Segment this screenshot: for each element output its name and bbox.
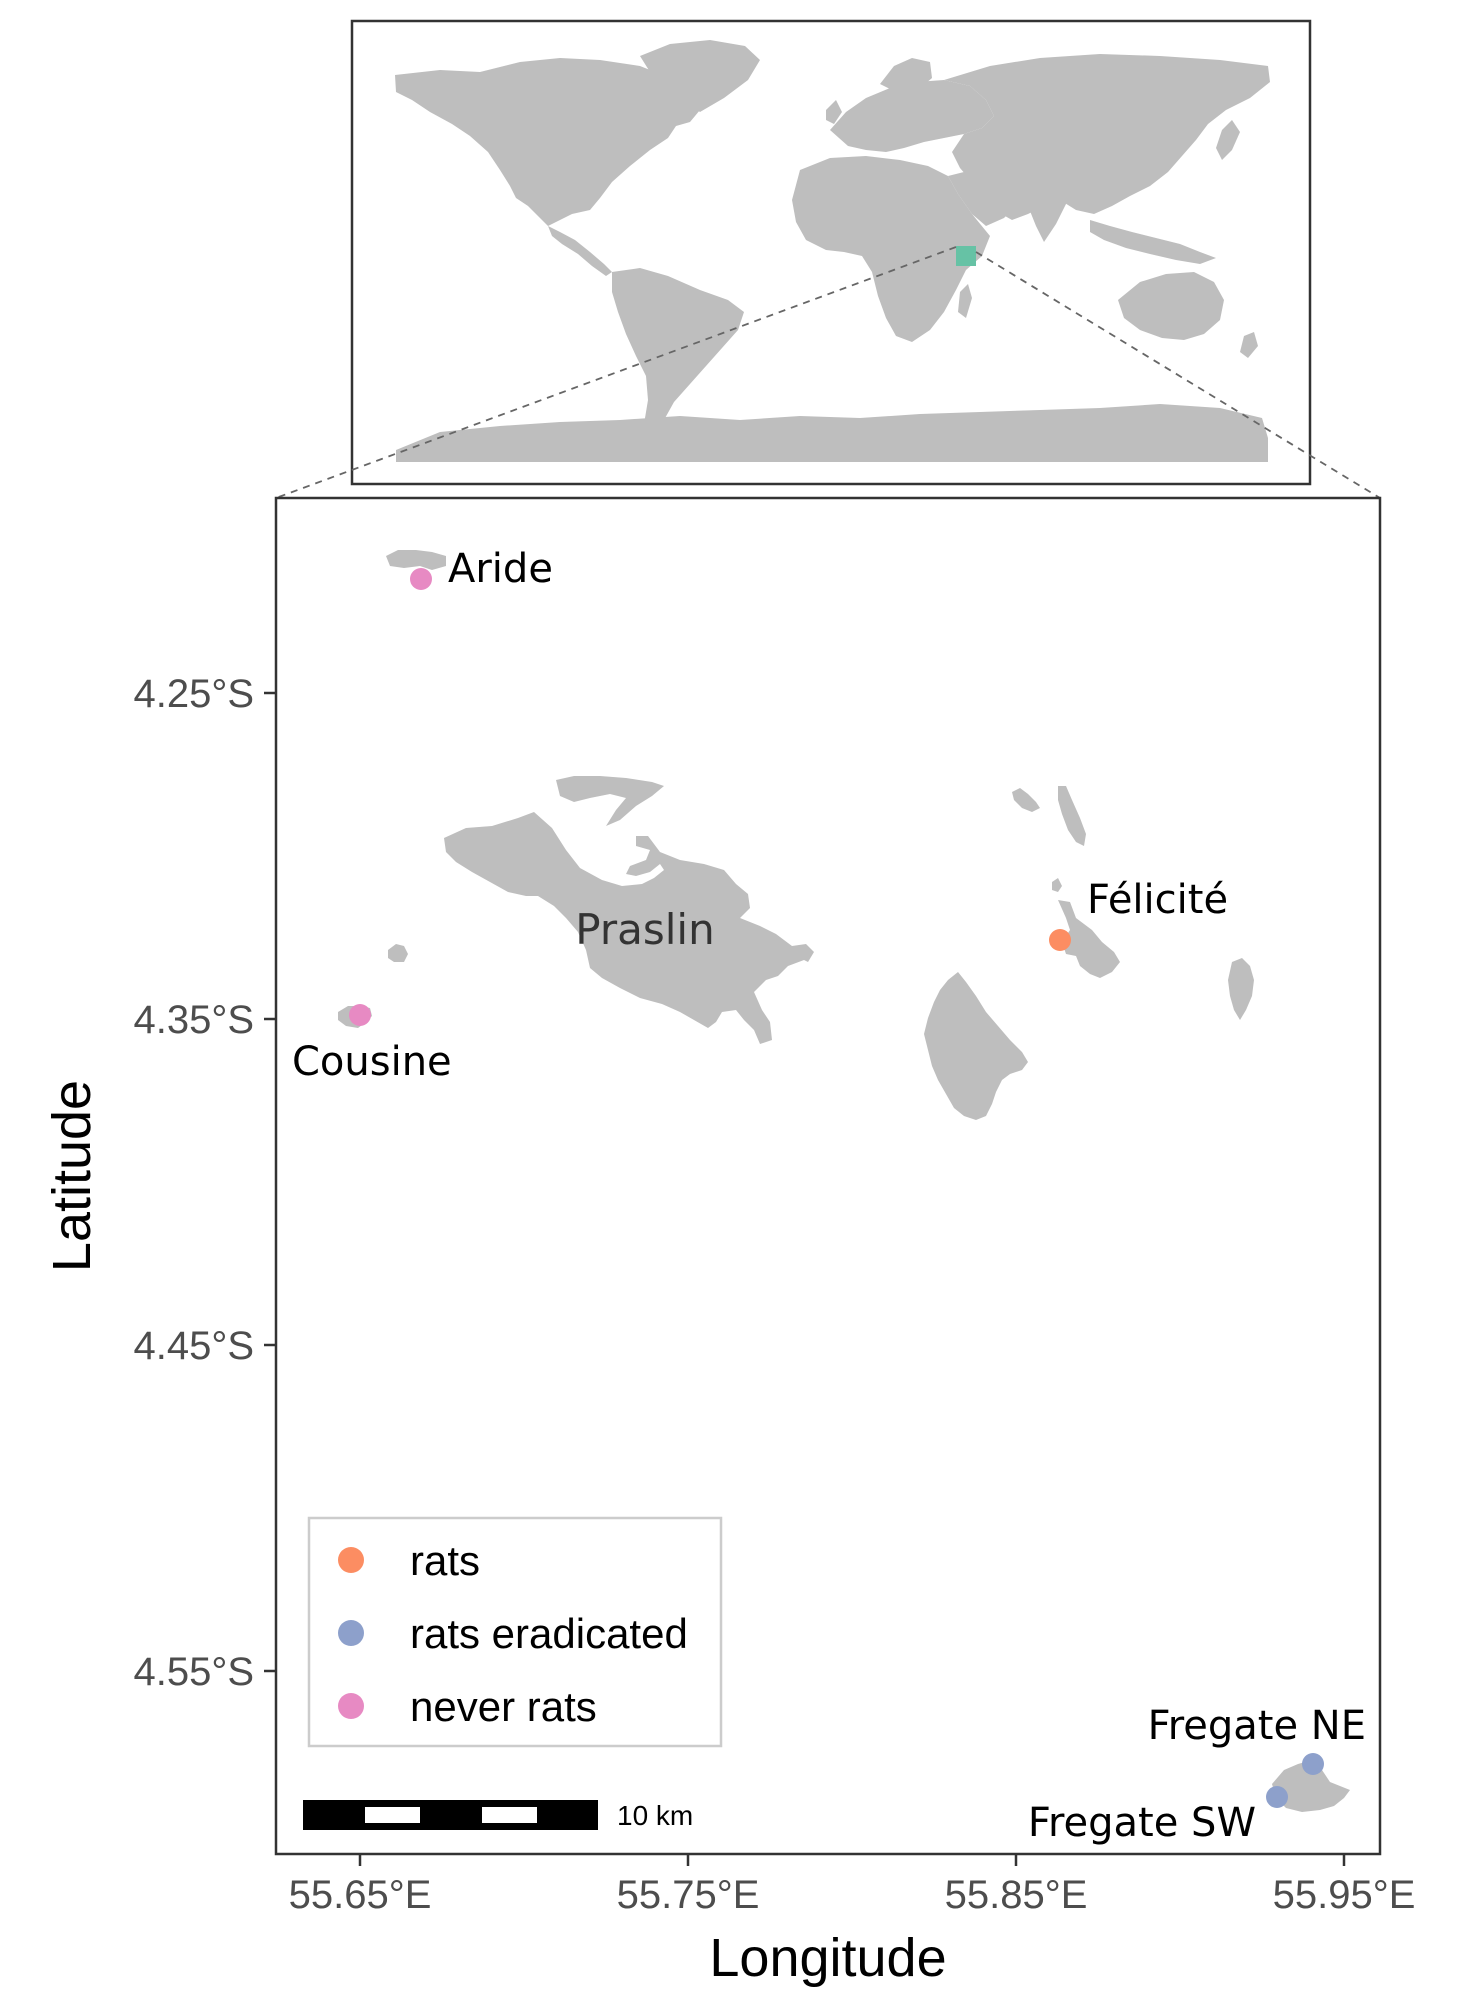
y-tick-label: 4.45°S (133, 1324, 254, 1368)
world-landmasses (395, 40, 1270, 462)
legend: rats rats eradicated never rats (307, 1516, 723, 1748)
site-label-fregate-ne: Fregate NE (1148, 1703, 1366, 1749)
site-label-felicite: Félicité (1087, 877, 1228, 923)
australia-landmass (1118, 272, 1224, 340)
islet-west-of-praslin (388, 944, 408, 962)
marianne-island (1228, 958, 1254, 1020)
islet-north-of-felicite-1 (1012, 788, 1040, 812)
seychelles-location-marker (956, 246, 976, 266)
india-landmass (1024, 176, 1068, 242)
x-axis-title: Longitude (709, 1928, 946, 1988)
site-label-cousine: Cousine (292, 1039, 452, 1085)
site-point-cousine (349, 1004, 371, 1026)
site-point-fregate-sw (1266, 1786, 1288, 1808)
la-digue-island (924, 972, 1028, 1120)
felicite-island (1058, 900, 1120, 978)
site-point-fregate-ne (1302, 1753, 1324, 1775)
greenland-landmass (640, 40, 760, 112)
fregate-island (1272, 1760, 1350, 1812)
legend-label-rats: rats (410, 1537, 480, 1584)
x-tick-label: 55.95°E (1273, 1873, 1416, 1917)
legend-swatch-never-rats (338, 1693, 364, 1719)
site-point-felicite (1049, 929, 1071, 951)
y-axis: 4.25°S 4.35°S 4.45°S 4.55°S Latitude (42, 672, 276, 1694)
legend-label-rats-eradicated: rats eradicated (410, 1610, 688, 1657)
europe-landmass (830, 80, 994, 152)
madagascar-landmass (958, 284, 972, 318)
south-america-landmass (612, 268, 744, 456)
north-america-landmass (395, 58, 700, 226)
scale-bar-label: 10 km (617, 1800, 693, 1831)
x-tick-label: 55.85°E (945, 1873, 1088, 1917)
inset-world-map (350, 19, 1312, 486)
british-isles-landmass (826, 100, 842, 124)
site-markers (349, 568, 1324, 1808)
scale-bar: 10 km (303, 1800, 693, 1831)
x-axis: 55.65°E 55.75°E 55.85°E 55.95°E Longitud… (289, 1854, 1416, 1988)
y-axis-title: Latitude (42, 1080, 102, 1272)
legend-swatch-rats-eradicated (338, 1620, 364, 1646)
asia-landmass (944, 54, 1270, 220)
legend-swatch-rats (338, 1547, 364, 1573)
zoom-connector-lines (275, 246, 1381, 499)
curieuse-island (556, 776, 664, 826)
y-tick-label: 4.35°S (133, 998, 254, 1042)
central-america-landmass (548, 226, 612, 276)
site-point-aride (410, 568, 432, 590)
southeast-asia-islands-landmass (1090, 220, 1216, 264)
africa-landmass (792, 156, 990, 342)
site-label-fregate-sw: Fregate SW (1028, 1800, 1256, 1846)
main-map-panel: Praslin Aride Cousine Félicité Fregate N… (274, 496, 1382, 1856)
islet-north-of-felicite-2 (1058, 786, 1086, 846)
y-tick-label: 4.25°S (133, 672, 254, 716)
y-tick-label: 4.55°S (133, 1650, 254, 1694)
antarctica-landmass (396, 404, 1268, 462)
site-labels: Aride Cousine Félicité Fregate NE Fregat… (292, 546, 1366, 1846)
aride-island (386, 550, 446, 570)
legend-box (307, 1516, 723, 1748)
praslin-label: Praslin (575, 905, 714, 954)
praslin-island (444, 812, 814, 1044)
islet-near-felicite (1052, 878, 1062, 892)
x-tick-label: 55.65°E (289, 1873, 432, 1917)
legend-label-never-rats: never rats (410, 1683, 597, 1730)
arabian-peninsula-landmass (948, 170, 1016, 226)
new-zealand-landmass (1240, 332, 1258, 358)
scandinavia-landmass (880, 58, 932, 94)
x-tick-label: 55.75°E (617, 1873, 760, 1917)
japan-landmass (1216, 120, 1240, 160)
site-label-aride: Aride (448, 546, 553, 592)
